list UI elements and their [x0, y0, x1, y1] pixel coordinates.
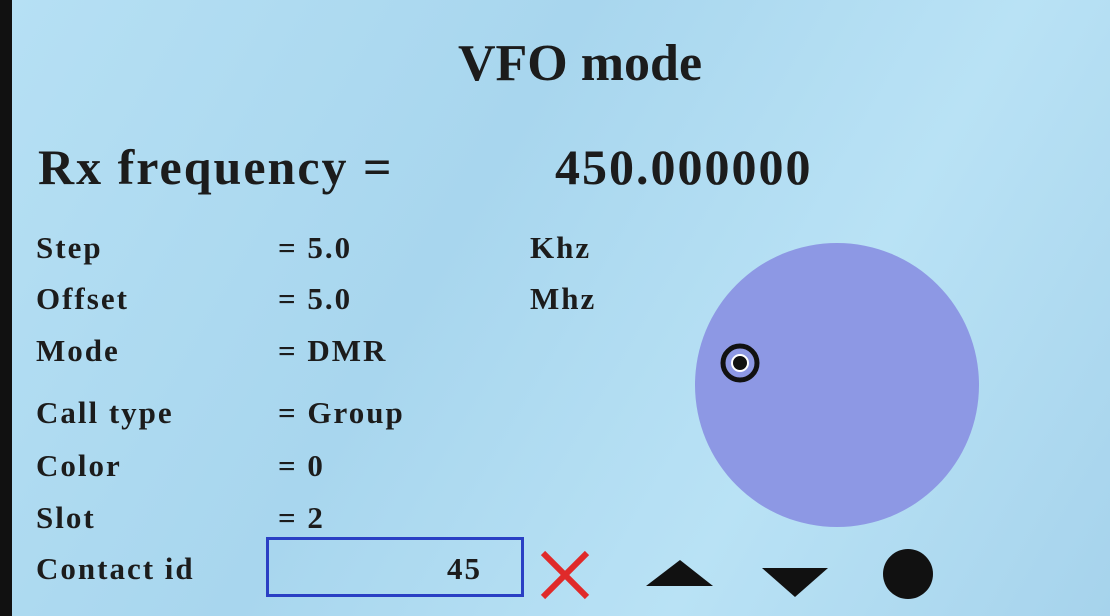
- setting-value: = 5.0: [278, 283, 352, 314]
- setting-label: Offset: [36, 283, 129, 314]
- setting-value: = 0: [278, 450, 325, 481]
- frequency-value: 450.000000: [555, 142, 813, 192]
- setting-label: Call type: [36, 397, 174, 428]
- setting-label: Step: [36, 232, 103, 263]
- setting-label: Slot: [36, 502, 96, 533]
- setting-unit: Mhz: [530, 283, 596, 314]
- knob-indicator-dot: [732, 355, 748, 371]
- cancel-button[interactable]: [543, 553, 587, 597]
- contact-value[interactable]: 45: [266, 553, 482, 584]
- setting-value: = DMR: [278, 335, 387, 366]
- setting-value: = 5.0: [278, 232, 352, 263]
- up-button[interactable]: [646, 560, 713, 586]
- touch-knob[interactable]: [695, 243, 979, 527]
- screen: VFO mode Rx frequency = 450.000000 Step =…: [0, 0, 1110, 616]
- setting-label: Color: [36, 450, 122, 481]
- ok-button[interactable]: [883, 549, 933, 599]
- contact-label: Contact id: [36, 553, 195, 584]
- title: VFO mode: [0, 38, 1110, 90]
- setting-label: Mode: [36, 335, 120, 366]
- setting-unit: Khz: [530, 232, 591, 263]
- frequency-label: Rx frequency =: [38, 142, 394, 192]
- down-button[interactable]: [762, 568, 828, 597]
- setting-value: = 2: [278, 502, 325, 533]
- setting-value: = Group: [278, 397, 405, 428]
